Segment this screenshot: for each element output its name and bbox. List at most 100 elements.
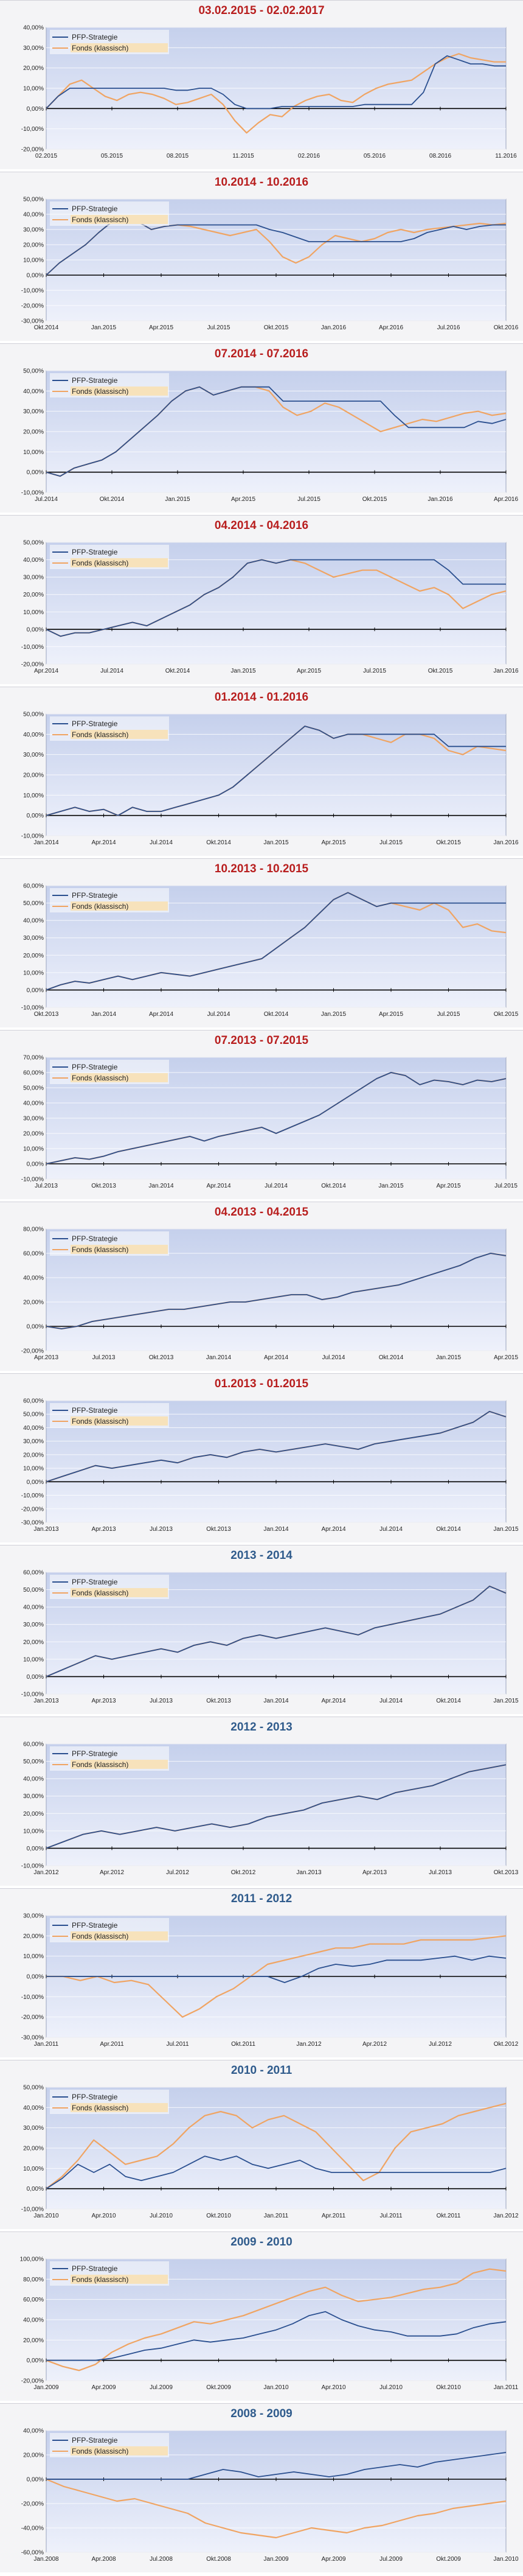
chart-title: 2008 - 2009 [230,2407,293,2420]
y-tick-label: 0,00% [27,106,44,113]
y-tick-label: -20,00% [21,2378,44,2385]
chart-panel: 2010 - 2011 -10,00% 0,00% 10,00% 20,00% 30,00… [0,2060,523,2229]
y-tick-label: 60,00% [23,1398,44,1405]
chart-panel: 04.2014 - 04.2016 -20,00% -10,00% 0,00% 10,0… [0,515,523,684]
y-tick-label: 60,00% [23,1741,44,1748]
x-tick-label: Okt.2009 [436,2556,461,2563]
legend-label: PFP-Strategie [72,2093,118,2101]
x-tick-label: Jul.2014 [207,1011,230,1018]
x-tick-label: Jan.2014 [263,1526,289,1533]
x-tick-label: Jan.2010 [263,2384,289,2391]
y-tick-label: 20,00% [23,592,44,598]
chart-title: 03.02.2015 - 02.02.2017 [198,4,325,17]
line-chart: -20,00% 0,00% 20,00% 40,00% 60,00% 80,00% Apr.… [21,1227,519,1362]
x-tick-label: Jul.2013 [150,1526,173,1533]
x-tick-label: 08.2015 [167,153,189,159]
x-tick-label: Apr.2012 [100,1869,124,1876]
y-tick-label: 30,00% [23,1913,44,1920]
chart-title: 2012 - 2013 [230,1721,293,1734]
legend: PFP-Strategie Fonds (klassisch) [50,373,169,397]
y-tick-label: 0,00% [27,469,44,476]
x-tick-label: Okt.2013 [206,1526,231,1533]
legend-label: PFP-Strategie [72,2264,118,2273]
x-tick-label: Okt.2014 [100,496,125,503]
x-tick-label: Okt.2013 [149,1354,174,1361]
x-tick-label: Jul.2013 [35,1183,58,1189]
y-tick-label: 30,00% [23,408,44,415]
chart-panel: 2013 - 2014 -10,00% 0,00% 10,00% 20,00% 30,00… [0,1545,523,1714]
series-line-pfp-strategie [46,2452,507,2480]
legend-highlight [71,215,168,224]
y-tick-label: 20,00% [23,1300,44,1306]
y-tick-label: 40,00% [23,732,44,738]
chart-title: 01.2013 - 01.2015 [214,1377,309,1390]
x-tick-label: Jan.2016 [428,496,453,503]
x-tick-label: Jul.2010 [150,2213,173,2219]
legend-label: PFP-Strategie [72,1749,118,1758]
legend: PFP-Strategie Fonds (klassisch) [50,1746,169,1771]
y-tick-label: 40,00% [23,212,44,219]
legend-label: Fonds (klassisch) [72,215,128,224]
legend: PFP-Strategie Fonds (klassisch) [50,30,169,54]
x-tick-label: Jul.2015 [363,668,386,674]
x-tick-label: Jul.2012 [166,1869,189,1876]
x-tick-label: Okt.2015 [428,668,453,674]
y-tick-label: 10,00% [23,2166,44,2172]
legend-highlight [71,43,168,52]
y-tick-label: 10,00% [23,449,44,456]
y-tick-label: 10,00% [23,1953,44,1960]
legend-label: Fonds (klassisch) [72,559,128,567]
legend-label: Fonds (klassisch) [72,902,128,911]
y-tick-label: 50,00% [23,1759,44,1765]
y-tick-label: 50,00% [23,900,44,907]
legend-highlight [71,901,168,911]
y-tick-label: 100,00% [20,2256,44,2263]
x-tick-label: Jan.2013 [33,1526,59,1533]
y-tick-label: 10,00% [23,970,44,976]
chart-panel: 2012 - 2013 -10,00% 0,00% 10,00% 20,00% 30,00… [0,1717,523,1886]
y-tick-label: 30,00% [23,227,44,234]
x-tick-label: Jan.2016 [493,839,519,846]
chart-title: 07.2014 - 07.2016 [214,348,309,360]
y-tick-label: 40,00% [23,2105,44,2112]
y-tick-label: 20,00% [23,2337,44,2344]
legend-highlight [71,1073,168,1082]
x-tick-label: Apr.2015 [297,668,321,674]
x-tick-label: 11.2016 [495,153,517,159]
y-tick-label: 40,00% [23,1425,44,1432]
y-tick-label: -20,00% [21,1506,44,1513]
y-tick-label: -30,00% [21,2035,44,2042]
y-tick-label: 10,00% [23,257,44,264]
chart-panel: 10.2013 - 10.2015 -10,00% 0,00% 10,00% 20,00… [0,858,523,1027]
legend: PFP-Strategie Fonds (klassisch) [50,1918,169,1942]
y-tick-label: 0,00% [27,2186,44,2193]
legend-label: PFP-Strategie [72,1063,118,1071]
legend: PFP-Strategie Fonds (klassisch) [50,1231,169,1256]
x-tick-label: Jan.2012 [493,2213,519,2219]
legend-label: PFP-Strategie [72,548,118,556]
y-tick-label: 20,00% [23,2452,44,2459]
x-tick-label: Jul.2015 [379,839,403,846]
legend: PFP-Strategie Fonds (klassisch) [50,1060,169,1084]
legend-label: Fonds (klassisch) [72,1245,128,1254]
x-tick-label: Apr.2012 [362,2041,387,2048]
y-tick-label: 50,00% [23,1085,44,1092]
legend-label: Fonds (klassisch) [72,1589,128,1597]
y-tick-label: -10,00% [21,1177,44,1183]
x-tick-label: 11.2015 [232,153,254,159]
legend-highlight [71,1245,168,1254]
line-chart: -20,00% 0,00% 20,00% 40,00% 60,00% 80,00% 100,… [20,2256,519,2392]
x-tick-label: Apr.2016 [494,496,518,503]
line-chart: -10,00% 0,00% 10,00% 20,00% 30,00% 40,00% 50,0… [21,1741,519,1877]
y-tick-label: 30,00% [23,1793,44,1800]
y-tick-label: -10,00% [21,644,44,651]
y-tick-label: 80,00% [23,2277,44,2283]
y-tick-label: -10,00% [21,1994,44,2001]
x-tick-label: 02.2015 [35,153,58,159]
x-tick-label: Jan.2014 [33,839,59,846]
x-tick-label: Okt.2015 [494,1011,519,1018]
y-tick-label: 40,00% [23,2317,44,2324]
series-line-fonds-klassisch [46,2102,507,2189]
legend-label: PFP-Strategie [72,1921,118,1930]
